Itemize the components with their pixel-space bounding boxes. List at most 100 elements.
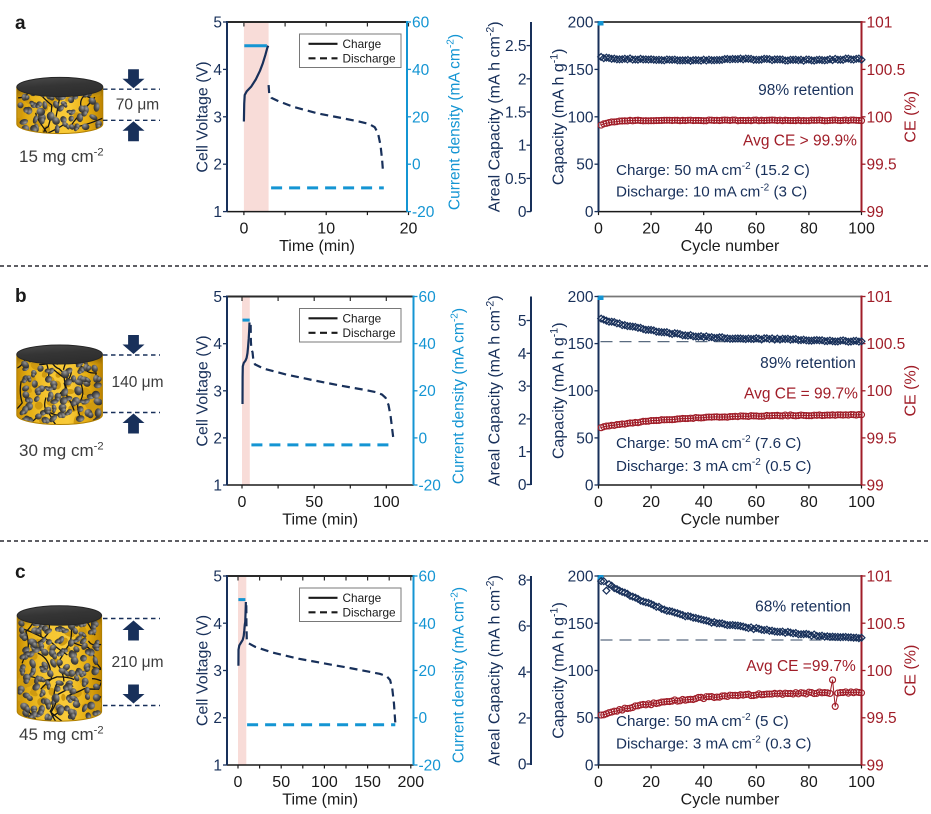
svg-text:CE (%): CE (%) bbox=[903, 91, 920, 143]
svg-text:20: 20 bbox=[419, 663, 437, 680]
svg-text:Current density (mA cm-2​): Current density (mA cm-2​) bbox=[450, 308, 468, 484]
svg-text:Avg CE > 99.9%: Avg CE > 99.9% bbox=[743, 133, 857, 150]
svg-text:60: 60 bbox=[412, 15, 430, 32]
svg-text:0.5: 0.5 bbox=[505, 171, 527, 188]
svg-text:99: 99 bbox=[867, 758, 884, 775]
svg-text:40: 40 bbox=[412, 62, 430, 79]
svg-text:Cell Voltage (V): Cell Voltage (V) bbox=[195, 615, 212, 726]
svg-text:140 μm: 140 μm bbox=[111, 374, 163, 391]
svg-text:2: 2 bbox=[213, 157, 222, 174]
svg-text:100: 100 bbox=[848, 774, 875, 791]
svg-text:50: 50 bbox=[272, 774, 290, 791]
svg-text:40: 40 bbox=[695, 494, 713, 511]
svg-text:20: 20 bbox=[642, 220, 660, 237]
svg-text:2: 2 bbox=[213, 430, 222, 447]
svg-text:Time (min): Time (min) bbox=[282, 792, 358, 809]
svg-text:40: 40 bbox=[695, 774, 713, 791]
svg-text:0: 0 bbox=[518, 204, 527, 221]
svg-text:0: 0 bbox=[412, 157, 421, 174]
svg-text:Areal Capacity (mA h cm-2​): Areal Capacity (mA h cm-2​) bbox=[484, 575, 503, 766]
svg-text:50: 50 bbox=[576, 710, 594, 727]
svg-text:80: 80 bbox=[800, 774, 818, 791]
svg-text:60: 60 bbox=[419, 289, 437, 306]
svg-text:68% retention: 68% retention bbox=[755, 599, 851, 616]
svg-text:100: 100 bbox=[848, 220, 875, 237]
svg-text:Discharge: Discharge bbox=[343, 606, 397, 620]
svg-text:3: 3 bbox=[213, 663, 222, 680]
svg-text:100: 100 bbox=[568, 383, 594, 400]
svg-text:150: 150 bbox=[568, 616, 594, 633]
svg-text:1: 1 bbox=[213, 758, 222, 775]
svg-text:Discharge: 3 mA cm-2​ (0.3 C): Discharge: 3 mA cm-2​ (0.3 C) bbox=[616, 735, 811, 753]
svg-text:20: 20 bbox=[642, 774, 660, 791]
svg-text:2: 2 bbox=[518, 411, 527, 428]
svg-text:20: 20 bbox=[400, 220, 418, 237]
svg-text:100: 100 bbox=[568, 663, 594, 680]
svg-text:Cycle number: Cycle number bbox=[681, 238, 780, 255]
svg-text:98% retention: 98% retention bbox=[758, 82, 854, 99]
svg-text:60: 60 bbox=[419, 569, 437, 586]
svg-text:99.5: 99.5 bbox=[867, 710, 897, 727]
svg-text:45 mg cm-2​: 45 mg cm-2​ bbox=[19, 725, 104, 745]
svg-text:4: 4 bbox=[213, 62, 222, 79]
svg-text:Avg CE =99.7%: Avg CE =99.7% bbox=[746, 658, 856, 675]
svg-text:200: 200 bbox=[568, 289, 594, 306]
svg-text:Cell Voltage (V): Cell Voltage (V) bbox=[195, 335, 212, 446]
svg-text:30 mg cm-2​: 30 mg cm-2​ bbox=[19, 441, 104, 461]
svg-text:70 μm: 70 μm bbox=[116, 97, 159, 114]
svg-text:5: 5 bbox=[213, 289, 222, 306]
svg-text:80: 80 bbox=[800, 494, 818, 511]
svg-text:5: 5 bbox=[213, 569, 222, 586]
svg-text:Charge: 50 mA cm-2​ (7.6 C): Charge: 50 mA cm-2​ (7.6 C) bbox=[616, 434, 801, 452]
svg-text:CE (%): CE (%) bbox=[903, 645, 920, 697]
svg-text:150: 150 bbox=[568, 62, 594, 79]
svg-text:0: 0 bbox=[585, 758, 594, 775]
svg-text:40: 40 bbox=[695, 220, 713, 237]
svg-text:3: 3 bbox=[213, 109, 222, 126]
svg-text:101: 101 bbox=[867, 289, 893, 306]
svg-text:Discharge: 10 mA cm-2​ (3 C): Discharge: 10 mA cm-2​ (3 C) bbox=[616, 183, 807, 201]
svg-text:Time (min): Time (min) bbox=[282, 512, 358, 529]
svg-text:1: 1 bbox=[213, 478, 222, 495]
svg-text:99.5: 99.5 bbox=[867, 157, 897, 174]
svg-text:Capacity (mA h g-1​): Capacity (mA h g-1​) bbox=[548, 322, 567, 459]
svg-text:40: 40 bbox=[419, 336, 437, 353]
svg-text:-20: -20 bbox=[419, 478, 442, 495]
svg-text:-20: -20 bbox=[412, 204, 435, 221]
svg-text:-20: -20 bbox=[419, 758, 442, 775]
svg-text:5: 5 bbox=[518, 313, 527, 330]
svg-text:10: 10 bbox=[317, 220, 335, 237]
svg-text:6: 6 bbox=[518, 619, 527, 636]
svg-text:1: 1 bbox=[518, 444, 527, 461]
svg-text:2: 2 bbox=[213, 710, 222, 727]
svg-text:1.5: 1.5 bbox=[505, 105, 527, 122]
svg-text:c: c bbox=[15, 562, 26, 583]
svg-text:40: 40 bbox=[419, 616, 437, 633]
svg-text:Discharge: Discharge bbox=[343, 52, 397, 66]
svg-text:2.5: 2.5 bbox=[505, 38, 527, 55]
svg-text:Charge: Charge bbox=[343, 591, 382, 605]
svg-text:0: 0 bbox=[239, 220, 248, 237]
svg-text:4: 4 bbox=[213, 336, 222, 353]
svg-text:150: 150 bbox=[568, 336, 594, 353]
svg-text:0: 0 bbox=[585, 204, 594, 221]
svg-text:Areal Capacity (mA h cm-2​): Areal Capacity (mA h cm-2​) bbox=[484, 295, 503, 486]
svg-text:b: b bbox=[15, 286, 27, 307]
svg-text:150: 150 bbox=[354, 774, 381, 791]
svg-text:100: 100 bbox=[373, 494, 400, 511]
svg-text:CE (%): CE (%) bbox=[903, 365, 920, 417]
svg-text:101: 101 bbox=[867, 569, 893, 586]
svg-text:100: 100 bbox=[867, 663, 893, 680]
svg-text:Charge: 50 mA cm-2​ (15.2 C): Charge: 50 mA cm-2​ (15.2 C) bbox=[616, 161, 810, 179]
svg-text:0: 0 bbox=[594, 774, 603, 791]
svg-text:Areal Capacity (mA h cm-2​): Areal Capacity (mA h cm-2​) bbox=[484, 21, 503, 212]
svg-text:1: 1 bbox=[518, 138, 527, 155]
svg-text:50: 50 bbox=[305, 494, 323, 511]
svg-text:Cell Voltage (V): Cell Voltage (V) bbox=[195, 61, 212, 172]
svg-text:Capacity (mA h g-1​): Capacity (mA h g-1​) bbox=[548, 49, 567, 186]
svg-text:Charge: Charge bbox=[343, 37, 382, 51]
svg-text:100: 100 bbox=[867, 383, 893, 400]
svg-text:99: 99 bbox=[867, 204, 884, 221]
svg-text:101: 101 bbox=[867, 15, 893, 32]
svg-text:100: 100 bbox=[568, 109, 594, 126]
